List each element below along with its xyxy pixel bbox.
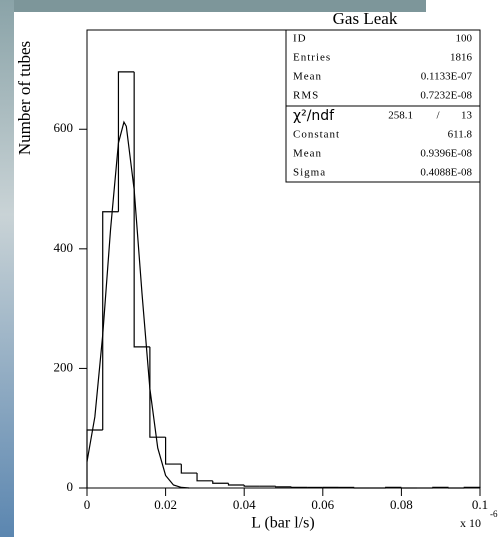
stats-value: 0.1133E-07: [421, 71, 473, 83]
stats-value: /: [436, 110, 440, 122]
histogram-bin: [165, 437, 182, 465]
histogram-bin: [102, 211, 119, 431]
stats-label: Sigma: [293, 167, 326, 179]
stats-value: 13: [461, 110, 473, 122]
stats-label: Entries: [293, 52, 331, 64]
stats-label: Mean: [293, 148, 322, 160]
histogram-bin: [275, 486, 292, 488]
chart-title: Gas Leak: [333, 9, 398, 28]
y-tick-label: 400: [54, 240, 74, 255]
stats-value: 258.1: [388, 110, 413, 122]
y-tick-label: 200: [54, 359, 74, 374]
stats-value: 611.8: [448, 129, 473, 141]
x-multiplier: x 10: [460, 516, 481, 530]
y-tick-label: 600: [54, 120, 74, 135]
histogram-bin: [447, 487, 465, 489]
histogram-bin: [149, 346, 166, 438]
histogram-bin: [463, 486, 481, 489]
histogram-bin: [400, 487, 418, 489]
histogram-bin: [432, 486, 449, 489]
histogram-bin: [180, 464, 198, 474]
x-tick-label: 0.02: [154, 497, 177, 512]
background-photo: [14, 0, 426, 12]
x-tick-label: 0.06: [311, 497, 334, 512]
stats-value: 1816: [450, 52, 473, 64]
histogram-bin: [243, 485, 260, 487]
x-axis-label: L (bar l/s): [251, 515, 314, 532]
stats-label: χ²/ndf: [293, 108, 335, 124]
histogram-bin: [353, 487, 370, 489]
x-multiplier-exponent: -6: [490, 509, 498, 519]
x-tick-label: 0: [84, 497, 91, 512]
histogram-bin: [196, 473, 213, 482]
stats-value: 0.9396E-08: [420, 148, 472, 160]
stats-value: 100: [456, 33, 473, 45]
histogram-bin: [212, 480, 229, 484]
x-tick-label: 0.08: [390, 497, 413, 512]
stats-label: Constant: [293, 129, 340, 141]
histogram-bin: [290, 486, 308, 489]
histogram-bin: [86, 429, 103, 488]
histogram-bin: [385, 486, 402, 489]
stats-value: 0.4088E-08: [420, 167, 472, 179]
histogram-bin: [133, 71, 150, 348]
histogram-bin: [227, 483, 245, 486]
fit-curve: [86, 120, 190, 489]
x-tick-label: 0.04: [233, 497, 256, 512]
x-tick-label: 0.1: [472, 497, 488, 512]
stats-label: Mean: [293, 71, 322, 83]
stats-label: RMS: [293, 90, 319, 102]
y-axis-label: Number of tubes: [15, 41, 34, 155]
stats-value: 0.7232E-08: [420, 90, 472, 102]
y-tick-label: 0: [67, 479, 74, 494]
stats-box: [285, 29, 481, 183]
stats-label: ID: [293, 33, 307, 45]
histogram-bin: [117, 71, 135, 212]
background-photo: [0, 0, 14, 537]
plot-frame: [86, 29, 481, 489]
